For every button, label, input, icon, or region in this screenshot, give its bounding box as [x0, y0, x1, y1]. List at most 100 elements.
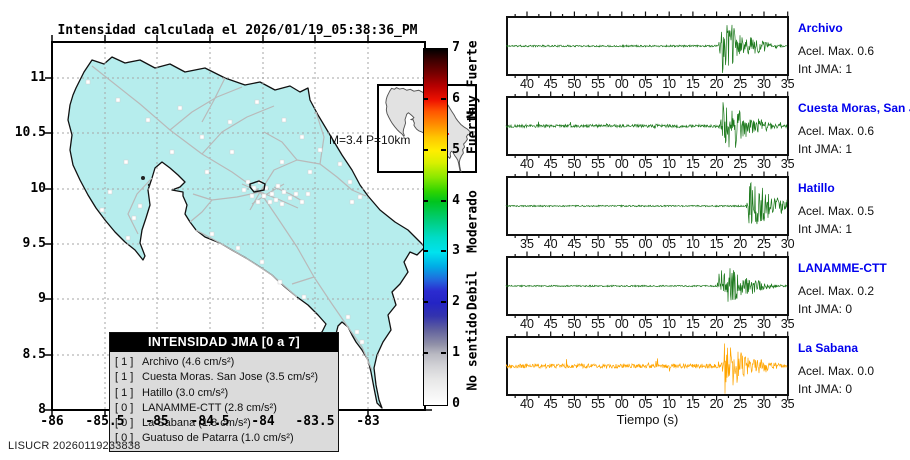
- y-tick-label: 10: [30, 181, 46, 196]
- legend-item-intensity: [ 0 ]: [115, 417, 134, 430]
- station-dot: [299, 199, 305, 205]
- seismogram-panel-la-sabana: 40 45 50 55 00 05 10 15 20 25 30 35 La Sabana Acel.…: [505, 331, 910, 423]
- time-tick-label: 45: [544, 317, 558, 331]
- colorbar-tickmark: [423, 250, 428, 253]
- colorbar-tickmark: [423, 352, 428, 355]
- time-tick-label: 55: [591, 397, 605, 411]
- time-tick-label: 35: [781, 157, 795, 171]
- colorbar-tickmark: [441, 199, 446, 202]
- station-dot: [273, 197, 279, 203]
- time-tick-label: 30: [781, 237, 795, 251]
- station-dot: [337, 161, 343, 167]
- colorbar-tickmark: [441, 301, 446, 304]
- station-dot: [347, 179, 353, 185]
- station-dot: [261, 193, 267, 199]
- intensity-colorbar: [423, 48, 448, 406]
- time-tick-label: 15: [686, 317, 700, 331]
- x-tick-label: -85: [145, 414, 169, 429]
- legend-item: [ 1 ] Cuesta Moras. San Jose (3.5 cm/s²): [115, 370, 333, 385]
- time-tick-label: 05: [639, 157, 653, 171]
- colorbar-tick-label: 6: [452, 90, 460, 106]
- station-name: Cuesta Moras, San Jose: [798, 101, 910, 115]
- time-tick-label: 35: [781, 397, 795, 411]
- station-dot: [254, 99, 260, 105]
- waveform-trace: [505, 181, 788, 225]
- time-tick-label: 15: [686, 397, 700, 411]
- station-name: La Sabana: [798, 341, 859, 355]
- time-tick-label: 25: [733, 397, 747, 411]
- legend-item-text: La Sabana (1.8 cm/s²): [142, 417, 251, 430]
- colorbar-tickmark: [423, 199, 428, 202]
- colorbar-tickmark: [441, 148, 446, 151]
- time-tick-label: 05: [639, 77, 653, 91]
- time-tick-label: 50: [591, 237, 605, 251]
- station-dot: [359, 339, 365, 345]
- time-tick-label: 45: [544, 77, 558, 91]
- station-dot: [307, 169, 313, 175]
- seismogram-panel-archivo: 40 45 50 55 00 05 10 15 20 25 30 35 Archivo Acel. M…: [505, 11, 910, 103]
- station-dot: [279, 201, 285, 207]
- station-dot: [123, 159, 129, 165]
- colorbar-tickmark: [441, 250, 446, 253]
- station-dot: [281, 189, 287, 195]
- legend-item-intensity: [ 1 ]: [115, 356, 134, 368]
- time-tick-label: 35: [781, 317, 795, 331]
- seismogram-panel-cuesta-moras: 40 45 50 55 00 05 10 15 20 25 30 35 Cuesta Moras, S…: [505, 91, 910, 183]
- station-accel-max: Acel. Max. 0.2: [798, 284, 875, 298]
- station-accel-max: Acel. Max. 0.5: [798, 204, 875, 218]
- colorbar-tick-label: 5: [452, 141, 460, 157]
- station-accel-max: Acel. Max. 0.6: [798, 124, 875, 138]
- time-tick-label: 30: [757, 397, 771, 411]
- station-dot: [251, 185, 257, 191]
- station-dot: [249, 193, 255, 199]
- colorbar-category-label: Muy Fuerte: [465, 40, 481, 119]
- stations-layer: [85, 79, 365, 345]
- station-dot: [131, 215, 137, 221]
- time-tick-label: 00: [615, 157, 629, 171]
- station-dot: [305, 191, 311, 197]
- seismogram-plot: 40 45 50 55 00 05 10 15 20 25 30 35: [505, 11, 795, 91]
- y-tick-label: 8: [38, 402, 46, 417]
- time-tick-label: 05: [639, 397, 653, 411]
- station-dot: [99, 207, 105, 213]
- time-axis-label: Tiempo (s): [616, 412, 679, 427]
- station-dot: [349, 199, 355, 205]
- costa-rica-map: INTENSIDAD JMA [0 a 7] [ 1 ] Archivo (4.6…: [45, 35, 477, 452]
- colorbar-tickmark: [441, 97, 446, 100]
- y-tick-label: 10.5: [14, 125, 46, 140]
- station-dot: [293, 191, 299, 197]
- y-tick-label: 11: [30, 70, 46, 85]
- x-tick-label: -83: [356, 414, 380, 429]
- y-tick-label: 9.5: [22, 236, 46, 251]
- station-dot: [277, 279, 283, 285]
- colorbar-tickmark: [423, 148, 428, 151]
- time-tick-label: 35: [781, 77, 795, 91]
- colorbar-tick-label: 4: [452, 192, 460, 208]
- time-tick-label: 55: [615, 237, 629, 251]
- time-tick-label: 30: [757, 157, 771, 171]
- time-tick-label: 45: [544, 157, 558, 171]
- station-dot: [199, 134, 205, 140]
- time-tick-label: 20: [710, 317, 724, 331]
- time-tick-label: 55: [591, 317, 605, 331]
- legend-item-intensity: [ 1 ]: [115, 386, 134, 399]
- legend-item-text: Guatuso de Patarra (1.0 cm/s²): [142, 432, 294, 445]
- time-tick-label: 50: [567, 77, 581, 91]
- waveform-trace: [505, 102, 788, 148]
- time-tick-label: 55: [591, 157, 605, 171]
- seismogram-panel-lanamme: 40 45 50 55 00 05 10 15 20 25 30 35 LANAMME-CTT Ace…: [505, 251, 910, 343]
- station-dot: [281, 117, 287, 123]
- time-tick-label: 30: [757, 77, 771, 91]
- station-int-jma: Int JMA: 0: [798, 382, 853, 396]
- y-tick-label: 8.5: [22, 347, 46, 362]
- x-tick-label: -85.5: [85, 414, 125, 429]
- station-dot: [125, 235, 131, 241]
- time-tick-label: 05: [662, 237, 676, 251]
- colorbar-tickmark: [423, 301, 428, 304]
- time-tick-label: 15: [710, 237, 724, 251]
- station-dot: [169, 149, 175, 155]
- station-int-jma: Int JMA: 1: [798, 222, 853, 236]
- station-dot: [345, 314, 351, 320]
- san-jose-city-outline: [249, 180, 266, 193]
